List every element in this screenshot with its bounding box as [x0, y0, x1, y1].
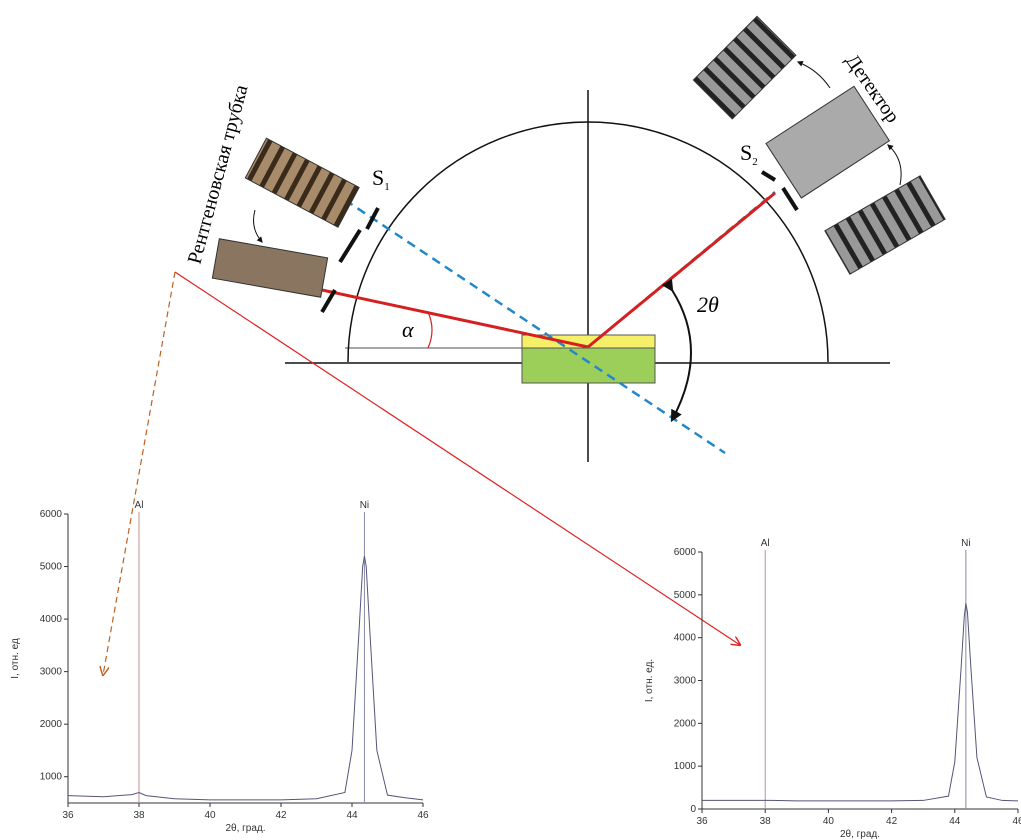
x-tick-label: 38	[760, 816, 772, 827]
arrow	[254, 210, 262, 242]
reference-label: Al	[761, 538, 770, 549]
reference-label: Al	[135, 500, 144, 511]
angle-label: α	[402, 317, 414, 342]
y-tick-label: 2000	[674, 718, 697, 729]
incident-beam	[322, 290, 588, 347]
x-tick-label: 38	[133, 810, 145, 821]
y-tick-label: 3000	[674, 676, 697, 687]
x-tick-label: 36	[62, 810, 74, 821]
detector-alt	[693, 16, 796, 119]
slit-label: S2	[740, 140, 758, 168]
x-tick-label: 46	[417, 810, 429, 821]
x-tick-label: 46	[1012, 816, 1021, 827]
diagram: Рентгеновская трубка Детектор S1 S2 α 2θ	[103, 16, 945, 675]
x-tick-label: 36	[696, 816, 708, 827]
y-tick-label: 6000	[40, 509, 63, 520]
x-tick-label: 42	[886, 816, 898, 827]
y-tick-label: 5000	[40, 562, 63, 573]
y-tick-label: 1000	[40, 772, 63, 783]
page: Рентгеновская трубка Детектор S1 S2 α 2θ…	[0, 0, 1021, 840]
x-ray-tube-alt	[245, 138, 359, 227]
reference-label: Ni	[360, 500, 369, 511]
y-tick-label: 6000	[674, 547, 697, 558]
slit-index: 1	[384, 181, 390, 193]
x-tick-label: 44	[346, 810, 358, 821]
x-tick-label: 42	[275, 810, 287, 821]
y-tick-label: 5000	[674, 590, 697, 601]
sample-substrate	[522, 348, 655, 383]
x-tick-label: 40	[204, 810, 216, 821]
y-tick-label: 2000	[40, 719, 63, 730]
data-line	[702, 603, 1018, 800]
arrow	[888, 145, 901, 185]
slit	[340, 230, 360, 262]
slit-letter: S	[740, 140, 752, 165]
slit	[367, 208, 378, 229]
y-tick-label: 1000	[674, 761, 697, 772]
chart: 1000 2000 3000 4000 5000 6000 36 38 40 42 44 46 2θ, …	[10, 500, 429, 834]
x-axis-label: 2θ, град.	[840, 829, 880, 840]
slit	[762, 172, 775, 180]
x-tick-label: 44	[949, 816, 961, 827]
slit-label: S1	[372, 165, 390, 193]
diffracted-beam	[588, 193, 775, 347]
x-tick-label: 40	[823, 816, 835, 827]
slit	[322, 290, 335, 312]
tube-label: Рентгеновская трубка	[184, 82, 253, 266]
x-axis-label: 2θ, град.	[225, 823, 265, 834]
y-tick-label: 4000	[674, 633, 697, 644]
slit-index: 2	[752, 156, 758, 168]
slit-letter: S	[372, 165, 384, 190]
y-tick-label: 0	[690, 804, 696, 815]
reference-label: Ni	[961, 538, 970, 549]
data-line	[68, 556, 423, 800]
y-axis-label: I, отн. ед	[10, 638, 21, 679]
x-ray-tube	[212, 239, 327, 297]
detector-alt	[825, 176, 945, 274]
chart: 0 1000 2000 3000 4000 5000 6000 36 38 40 42 44 46 2θ,…	[644, 538, 1021, 840]
y-tick-label: 3000	[40, 667, 63, 678]
slit	[783, 188, 797, 210]
angle-arc	[428, 312, 432, 348]
angle-arc	[672, 290, 691, 420]
link-arrow	[175, 272, 740, 645]
angle-label: 2θ	[697, 292, 719, 317]
y-axis-label: I, отн. ед.	[644, 659, 655, 702]
arrow	[798, 62, 830, 88]
y-tick-label: 4000	[40, 614, 63, 625]
